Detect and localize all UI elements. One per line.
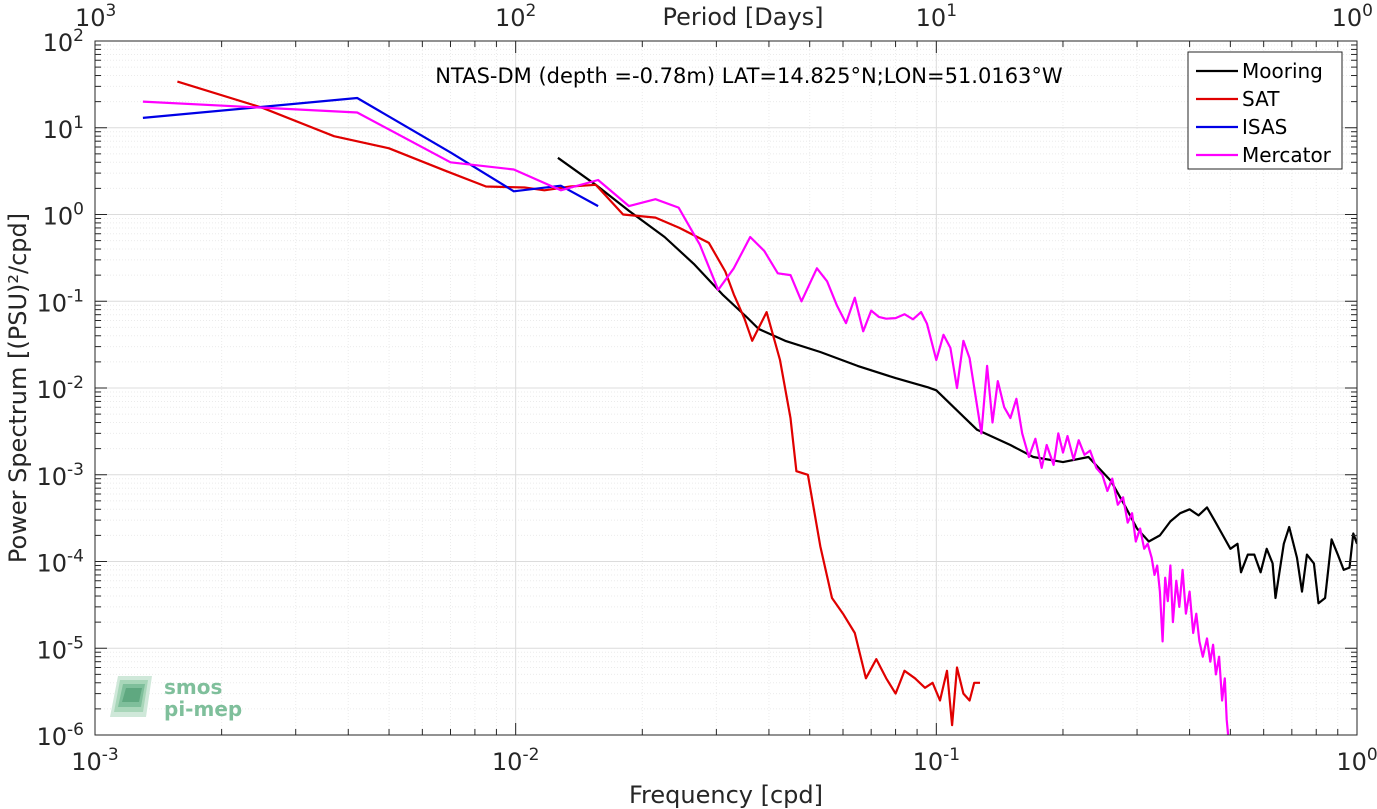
legend-label-mooring: Mooring bbox=[1242, 59, 1323, 83]
minor-grid bbox=[95, 41, 1357, 735]
y-tick-label: 10-6 bbox=[37, 720, 85, 751]
tick-marks bbox=[94, 40, 1358, 736]
y-tick-label: 10-3 bbox=[37, 460, 85, 491]
y-tick-label: 10-1 bbox=[37, 286, 85, 317]
logo-line2: pi-mep bbox=[164, 697, 242, 721]
y-tick-label: 100 bbox=[43, 200, 84, 231]
top-x-tick-label: 101 bbox=[916, 1, 957, 32]
x-tick-label: 10-2 bbox=[492, 745, 540, 776]
logo-line1: smos bbox=[164, 675, 222, 699]
series-line-mooring bbox=[557, 156, 1357, 605]
series-line-sat bbox=[177, 80, 980, 727]
x-tick-label: 100 bbox=[1336, 745, 1377, 776]
legend-label-sat: SAT bbox=[1242, 87, 1280, 111]
logo-emblem-icon bbox=[110, 676, 152, 717]
legend-label-isas: ISAS bbox=[1242, 115, 1287, 139]
top-x-tick-label: 100 bbox=[1332, 1, 1373, 32]
y-tick-label: 10-2 bbox=[37, 373, 85, 404]
x-axis-label: Frequency [cpd] bbox=[629, 781, 823, 809]
y-tick-label: 10-5 bbox=[37, 633, 85, 664]
top-x-axis-label: Period [Days] bbox=[662, 3, 823, 31]
smos-pi-mep-logo: smos pi-mep bbox=[110, 675, 242, 721]
top-x-tick-label: 102 bbox=[495, 1, 536, 32]
y-axis-label: Power Spectrum [(PSU)²/cpd] bbox=[4, 213, 32, 563]
legend: Mooring SAT ISAS Mercator bbox=[1187, 51, 1343, 170]
x-tick-label: 10-1 bbox=[913, 745, 961, 776]
top-x-tick-label: 103 bbox=[75, 1, 116, 32]
y-tick-label: 102 bbox=[43, 26, 84, 57]
chart-title: NTAS-DM (depth =-0.78m) LAT=14.825°N;LON… bbox=[435, 64, 1063, 88]
y-tick-label: 101 bbox=[43, 113, 84, 144]
x-tick-label: 10-3 bbox=[71, 745, 119, 776]
legend-label-mercator: Mercator bbox=[1242, 143, 1332, 167]
series-layer bbox=[142, 80, 1357, 735]
series-line-mercator bbox=[142, 100, 1230, 735]
y-tick-label: 10-4 bbox=[37, 547, 85, 578]
